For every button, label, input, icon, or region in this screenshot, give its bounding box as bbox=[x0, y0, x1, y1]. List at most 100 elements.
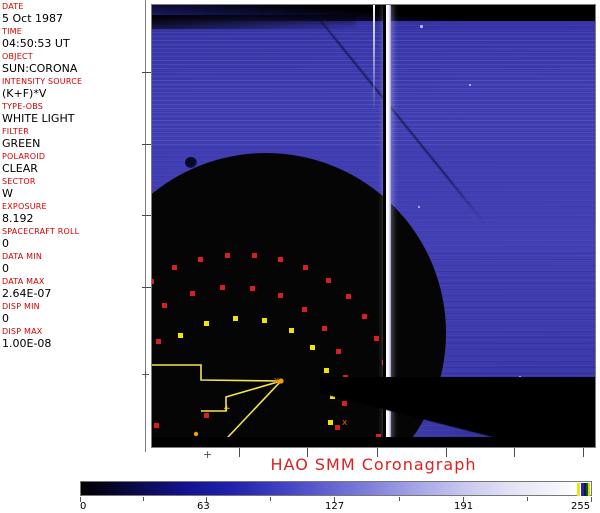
calibration-marker-red bbox=[190, 291, 195, 296]
calibration-marker-red bbox=[250, 286, 255, 291]
colorbar-end-stripe bbox=[577, 483, 580, 496]
colorbar-major-tick bbox=[463, 497, 464, 502]
metadata-label: OBJECT bbox=[2, 52, 33, 61]
bottom-black-wedge bbox=[320, 377, 595, 447]
metadata-sidebar: DATE 5 Oct 1987 TIME 04:50:53 UT OBJECT SUN:C… bbox=[0, 0, 146, 452]
axis-tick-bottom bbox=[583, 448, 584, 457]
metadata-value: 04:50:53 UT bbox=[2, 37, 70, 50]
metadata-label: TYPE-OBS bbox=[2, 102, 44, 111]
calibration-marker-red bbox=[362, 314, 367, 319]
metadata-field-object: OBJECT SUN:CORONA bbox=[2, 52, 145, 75]
calibration-marker-red bbox=[154, 423, 159, 428]
colorbar-minor-tick bbox=[527, 497, 528, 501]
colorbar-major-tick bbox=[206, 497, 207, 502]
metadata-value: CLEAR bbox=[2, 162, 38, 175]
calibration-marker-red bbox=[278, 257, 283, 262]
coronagraph-image-panel[interactable]: + xxx bbox=[151, 4, 596, 448]
colorbar-tick-label: 255 bbox=[571, 501, 591, 512]
metadata-field-time: TIME 04:50:53 UT bbox=[2, 27, 145, 50]
calibration-marker-yellow bbox=[233, 316, 238, 321]
calibration-marker-red bbox=[322, 326, 327, 331]
metadata-field-data-max: DATA MAX 2.64E-07 bbox=[2, 277, 145, 300]
calibration-marker-red bbox=[162, 303, 167, 308]
colorbar-end-stripe bbox=[586, 483, 588, 496]
colorbar-end-stripe bbox=[581, 483, 584, 496]
axis-tick-bottom bbox=[514, 448, 515, 457]
colorbar-minor-tick bbox=[270, 497, 271, 501]
metadata-value: SUN:CORONA bbox=[2, 62, 78, 75]
metadata-value: 1.00E-08 bbox=[2, 337, 52, 350]
calibration-marker-red bbox=[198, 257, 203, 262]
colorbar-end-stripe bbox=[580, 483, 581, 496]
calibration-marker-red bbox=[204, 413, 209, 418]
axis-tick-bottom bbox=[239, 448, 240, 457]
axis-tick-bottom bbox=[377, 448, 378, 457]
metadata-value: (K+F)*V bbox=[2, 87, 47, 100]
calibration-marker-red bbox=[303, 265, 308, 270]
coronagraph-image[interactable]: + xxx bbox=[152, 5, 595, 447]
axis-tick-bottom bbox=[446, 448, 447, 457]
calibration-marker-red bbox=[278, 293, 283, 298]
colorbar-end-stripe bbox=[588, 483, 590, 496]
colorbar-major-tick bbox=[591, 497, 592, 502]
top-dark-band-secondary bbox=[152, 15, 356, 29]
metadata-label: DISP MIN bbox=[2, 302, 40, 311]
vertical-bright-streak bbox=[386, 5, 391, 447]
metadata-value: WHITE LIGHT bbox=[2, 112, 75, 125]
metadata-label: FILTER bbox=[2, 127, 30, 136]
calibration-marker-x: x bbox=[274, 376, 280, 386]
axis-origin-marker-bottom: + bbox=[203, 448, 213, 461]
metadata-label: TIME bbox=[2, 27, 23, 36]
calibration-marker-red bbox=[326, 278, 331, 283]
pylon-center-cross: + bbox=[223, 404, 231, 414]
metadata-field-data-min: DATA MIN 0 bbox=[2, 252, 145, 275]
metadata-field-spacecraft-roll: SPACECRAFT ROLL 0 bbox=[2, 227, 145, 250]
axis-tick-left bbox=[142, 72, 151, 73]
colorbar-ticks bbox=[80, 497, 592, 502]
colorbar-tick-label: 127 bbox=[325, 501, 345, 512]
calibration-marker-red bbox=[302, 307, 307, 312]
colorbar-minor-tick bbox=[143, 497, 144, 501]
colorbar-end-stripe bbox=[584, 483, 586, 496]
metadata-field-exposure: EXPOSURE 8.192 bbox=[2, 202, 145, 225]
axis-tick-bottom bbox=[307, 448, 308, 457]
bright-speck bbox=[469, 84, 471, 86]
metadata-value: 8.192 bbox=[2, 212, 34, 225]
calibration-marker-red bbox=[346, 294, 351, 299]
metadata-value: W bbox=[2, 187, 13, 200]
colorbar-major-tick bbox=[80, 497, 81, 502]
colorbar-tick-label: 0 bbox=[80, 501, 87, 512]
colorbar-gradient bbox=[80, 481, 592, 496]
metadata-value: 0 bbox=[2, 262, 9, 275]
metadata-field-disp-min: DISP MIN 0 bbox=[2, 302, 145, 325]
metadata-value: GREEN bbox=[2, 137, 41, 150]
calibration-marker-red bbox=[225, 253, 230, 258]
metadata-value: 0 bbox=[2, 237, 9, 250]
streak-dark-edge bbox=[383, 5, 386, 447]
calibration-marker-yellow bbox=[178, 333, 183, 338]
metadata-label: POLAROID bbox=[2, 152, 46, 161]
colorbar-tick-label: 191 bbox=[454, 501, 474, 512]
calibration-marker-red bbox=[172, 265, 177, 270]
colorbar-minor-tick bbox=[399, 497, 400, 501]
calibration-marker-yellow bbox=[289, 328, 294, 333]
pylon-outline bbox=[152, 364, 284, 447]
colorbar: 0 63 127 191 255 bbox=[80, 481, 592, 512]
metadata-label: DISP MAX bbox=[2, 327, 43, 336]
metadata-value: 5 Oct 1987 bbox=[2, 12, 64, 25]
metadata-label: EXPOSURE bbox=[2, 202, 47, 211]
bright-speck bbox=[420, 25, 423, 28]
metadata-label: SPACECRAFT ROLL bbox=[2, 227, 80, 236]
metadata-field-date: DATE 5 Oct 1987 bbox=[2, 2, 145, 25]
calibration-marker-yellow bbox=[310, 345, 315, 350]
calibration-marker-red bbox=[374, 336, 379, 341]
calibration-marker-red bbox=[336, 349, 341, 354]
colorbar-tick-label: 63 bbox=[197, 501, 210, 512]
metadata-field-sector: SECTOR W bbox=[2, 177, 145, 200]
bright-speck bbox=[418, 206, 420, 208]
metadata-value: 0 bbox=[2, 312, 9, 325]
metadata-label: DATA MAX bbox=[2, 277, 45, 286]
vertical-bright-streak-secondary bbox=[373, 5, 375, 112]
axis-origin-marker-left: + bbox=[141, 368, 151, 381]
